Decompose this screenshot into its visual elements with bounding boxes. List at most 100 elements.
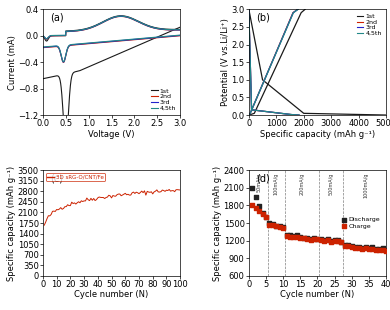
Text: (a): (a) xyxy=(50,12,64,22)
Discharge xyxy=(324,237,331,242)
Charge xyxy=(359,246,365,251)
Discharge xyxy=(383,247,389,252)
Discharge xyxy=(301,235,307,240)
Discharge xyxy=(339,239,345,244)
Discharge xyxy=(376,246,382,251)
Charge xyxy=(270,223,276,228)
Legend: Discharge, Charge: Discharge, Charge xyxy=(339,215,383,232)
Charge xyxy=(301,236,307,241)
Charge xyxy=(277,224,283,229)
Discharge xyxy=(304,236,310,241)
Discharge xyxy=(321,238,328,243)
Discharge xyxy=(249,186,255,191)
Charge xyxy=(349,245,355,250)
Y-axis label: Specific capacity (mAh g⁻¹): Specific capacity (mAh g⁻¹) xyxy=(7,166,16,281)
Charge xyxy=(304,237,310,241)
Discharge xyxy=(307,237,314,241)
Charge xyxy=(307,237,314,242)
Discharge xyxy=(266,220,273,225)
Charge xyxy=(297,236,303,241)
Charge xyxy=(369,246,376,251)
Discharge xyxy=(290,233,296,238)
Discharge xyxy=(280,225,286,230)
Discharge xyxy=(379,246,386,251)
Discharge xyxy=(273,224,279,228)
Discharge xyxy=(277,224,283,229)
Charge xyxy=(356,246,362,250)
Text: 200mA/g: 200mA/g xyxy=(300,172,305,195)
Discharge xyxy=(311,236,317,241)
Charge xyxy=(290,235,296,240)
Charge xyxy=(352,246,358,251)
Charge xyxy=(324,238,331,243)
Charge xyxy=(280,225,286,230)
Discharge xyxy=(356,244,362,249)
Text: 1000mA/g: 1000mA/g xyxy=(363,172,368,198)
Discharge xyxy=(297,235,303,240)
Charge xyxy=(366,247,372,252)
Y-axis label: Specific capacity (mAh g⁻¹): Specific capacity (mAh g⁻¹) xyxy=(213,166,222,281)
Discharge xyxy=(270,221,276,226)
Discharge xyxy=(287,233,293,238)
Charge xyxy=(253,206,259,210)
Y-axis label: Potential (V vs.Li/Li⁺): Potential (V vs.Li/Li⁺) xyxy=(221,18,230,106)
Discharge xyxy=(342,242,348,247)
Discharge xyxy=(318,237,324,241)
Discharge xyxy=(369,245,376,250)
Discharge xyxy=(284,232,290,237)
Discharge xyxy=(263,215,269,220)
Charge xyxy=(284,234,290,239)
Charge xyxy=(256,209,262,214)
Charge xyxy=(342,244,348,249)
Discharge xyxy=(366,246,372,250)
Legend: 3D sRG-O/CNT/Fe: 3D sRG-O/CNT/Fe xyxy=(46,173,105,181)
Charge xyxy=(339,240,345,245)
Text: 100mA/g: 100mA/g xyxy=(274,172,279,195)
Charge xyxy=(249,202,255,207)
Charge xyxy=(328,239,334,244)
Text: 50mA/g: 50mA/g xyxy=(257,172,262,192)
Charge xyxy=(379,247,386,252)
Discharge xyxy=(314,236,321,241)
Charge xyxy=(362,246,369,251)
Text: (b): (b) xyxy=(256,12,269,22)
Discharge xyxy=(362,245,369,250)
Charge xyxy=(314,237,321,242)
Discharge xyxy=(253,194,259,199)
Discharge xyxy=(352,245,358,250)
Charge xyxy=(383,248,389,253)
Charge xyxy=(311,237,317,241)
Discharge xyxy=(256,203,262,208)
Charge xyxy=(263,215,269,220)
Discharge xyxy=(259,210,266,215)
Charge xyxy=(376,247,382,252)
Charge xyxy=(373,247,379,252)
Legend: 1st, 2nd, 3rd, 4,5th: 1st, 2nd, 3rd, 4,5th xyxy=(150,87,177,112)
Text: (c): (c) xyxy=(50,173,63,183)
Discharge xyxy=(332,238,338,243)
Text: 500mA/g: 500mA/g xyxy=(329,172,334,195)
Discharge xyxy=(345,243,351,248)
Text: (d): (d) xyxy=(256,173,269,183)
Charge xyxy=(321,238,328,243)
Charge xyxy=(294,234,300,239)
Discharge xyxy=(373,246,379,251)
Charge xyxy=(345,244,351,249)
Legend: 1st, 2nd, 3rd, 4,5th: 1st, 2nd, 3rd, 4,5th xyxy=(356,12,383,38)
Y-axis label: Current (mA): Current (mA) xyxy=(8,35,17,90)
Charge xyxy=(335,238,341,243)
X-axis label: Specific capacity (mAh g⁻¹): Specific capacity (mAh g⁻¹) xyxy=(260,130,375,139)
Discharge xyxy=(328,238,334,243)
Discharge xyxy=(349,244,355,249)
Discharge xyxy=(359,245,365,250)
X-axis label: Cycle number (N): Cycle number (N) xyxy=(280,290,355,299)
Charge xyxy=(287,234,293,239)
Charge xyxy=(318,237,324,242)
Discharge xyxy=(335,237,341,242)
Charge xyxy=(259,212,266,217)
Discharge xyxy=(294,233,300,238)
X-axis label: Voltage (V): Voltage (V) xyxy=(88,130,135,139)
Charge xyxy=(273,224,279,229)
X-axis label: Cycle number (N): Cycle number (N) xyxy=(74,290,149,299)
Charge xyxy=(266,222,273,227)
